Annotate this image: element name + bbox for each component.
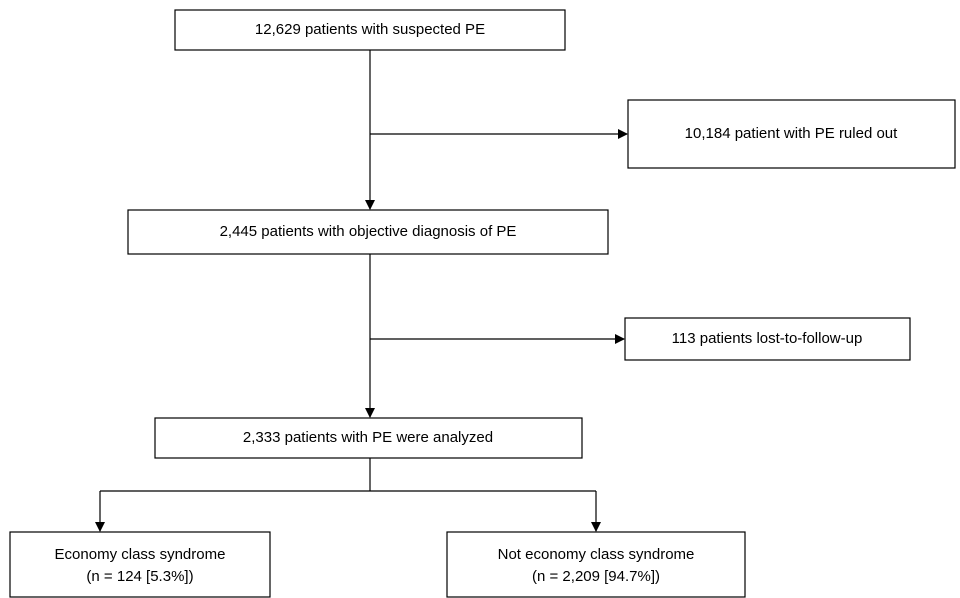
box <box>446 531 746 598</box>
box <box>624 317 911 361</box>
box-label: 10,184 patient with PE ruled out <box>685 125 898 142</box>
box-label: 113 patients lost-to-follow-up <box>672 330 863 347</box>
box-detail: (n = 2,209 [94.7%]) <box>532 568 660 585</box>
box-detail: (n = 124 [5.3%]) <box>86 568 193 585</box>
box <box>174 9 566 51</box>
box <box>9 531 271 598</box>
box-label: 2,445 patients with objective diagnosis … <box>220 223 517 240</box>
box-label: Economy class syndrome <box>55 546 226 563</box>
box <box>627 99 956 169</box>
box-label: 12,629 patients with suspected PE <box>255 21 485 38</box>
box-label: Not economy class syndrome <box>498 546 695 563</box>
box <box>127 209 609 255</box>
box-label: 2,333 patients with PE were analyzed <box>243 429 493 446</box>
box <box>154 417 583 459</box>
